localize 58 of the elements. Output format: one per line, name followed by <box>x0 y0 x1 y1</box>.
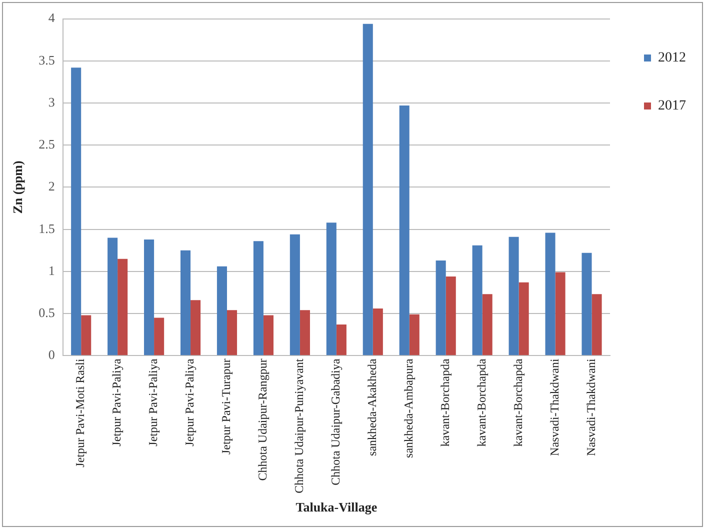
bar <box>108 238 118 356</box>
bar <box>190 300 201 356</box>
bar <box>71 68 82 356</box>
legend-label: 2017 <box>658 98 686 114</box>
bar <box>372 308 383 356</box>
x-tick-label: kavant-Borchapda <box>474 358 488 447</box>
y-tick-label: 2 <box>48 178 55 194</box>
bar <box>263 315 274 356</box>
bar <box>300 310 310 356</box>
x-tick-label: kavant-Borchapda <box>438 358 452 447</box>
bar <box>226 310 238 356</box>
x-tick-label: Chhota Udaipur-Rangpur <box>256 358 270 481</box>
bar <box>592 294 602 356</box>
y-tick-label: 1 <box>48 262 55 278</box>
bar <box>154 318 164 356</box>
bar <box>545 232 556 356</box>
bar <box>326 222 336 356</box>
bar <box>144 239 154 356</box>
x-axis-title: Taluka-Village <box>296 500 378 515</box>
bar <box>482 294 492 356</box>
x-tick-label: Jetpur Pavi-Moti Rasli <box>73 358 88 468</box>
x-tick-label: kavant-Borchapda <box>510 358 525 447</box>
y-axis-title: Zn (ppm) <box>10 160 26 214</box>
bar <box>81 315 92 356</box>
bar <box>446 276 456 356</box>
bar <box>472 245 482 356</box>
x-tick-label: Nasvadi-Thakdwani <box>584 358 598 456</box>
bar <box>409 314 420 356</box>
x-tick-label: sankheda-Ambapura <box>402 358 416 458</box>
bar <box>336 324 346 356</box>
y-tick-label: 0.5 <box>38 304 55 320</box>
x-tick-label: Jetpur Pavi-Paliya <box>182 358 197 446</box>
bar <box>180 250 191 356</box>
bar <box>436 260 446 356</box>
bar <box>253 241 264 356</box>
x-tick-label: Jetpur Pavi-Paliya <box>110 358 124 446</box>
bar <box>508 236 519 356</box>
y-tick-label: 3 <box>48 94 55 110</box>
bar <box>290 234 300 356</box>
x-tick-label: Chhota Udaipur-Puniyavant <box>292 358 306 494</box>
bar <box>399 106 410 356</box>
bar <box>362 24 373 356</box>
y-tick-label: 0 <box>48 347 55 362</box>
bar <box>555 272 566 356</box>
y-tick-label: 4 <box>48 10 56 26</box>
x-tick-label: Jetpur Pavi-Paliya <box>146 358 160 446</box>
bar <box>216 266 227 356</box>
y-tick-label: 1.5 <box>38 220 55 236</box>
bar <box>518 282 529 356</box>
y-tick-label: 2.5 <box>38 136 55 152</box>
x-tick-label: sankheda-Akakheda <box>365 358 380 456</box>
bar <box>582 252 592 356</box>
bar <box>118 258 128 356</box>
legend-label: 2012 <box>658 50 686 66</box>
y-tick-label: 3.5 <box>38 52 55 68</box>
x-tick-label: Jetpur Pavi-Turapur <box>219 358 234 455</box>
x-tick-label: Nasvadi-Thakdwani <box>547 358 562 456</box>
x-tick-label: Chhota Udaipur-Gabadiya <box>328 358 343 486</box>
